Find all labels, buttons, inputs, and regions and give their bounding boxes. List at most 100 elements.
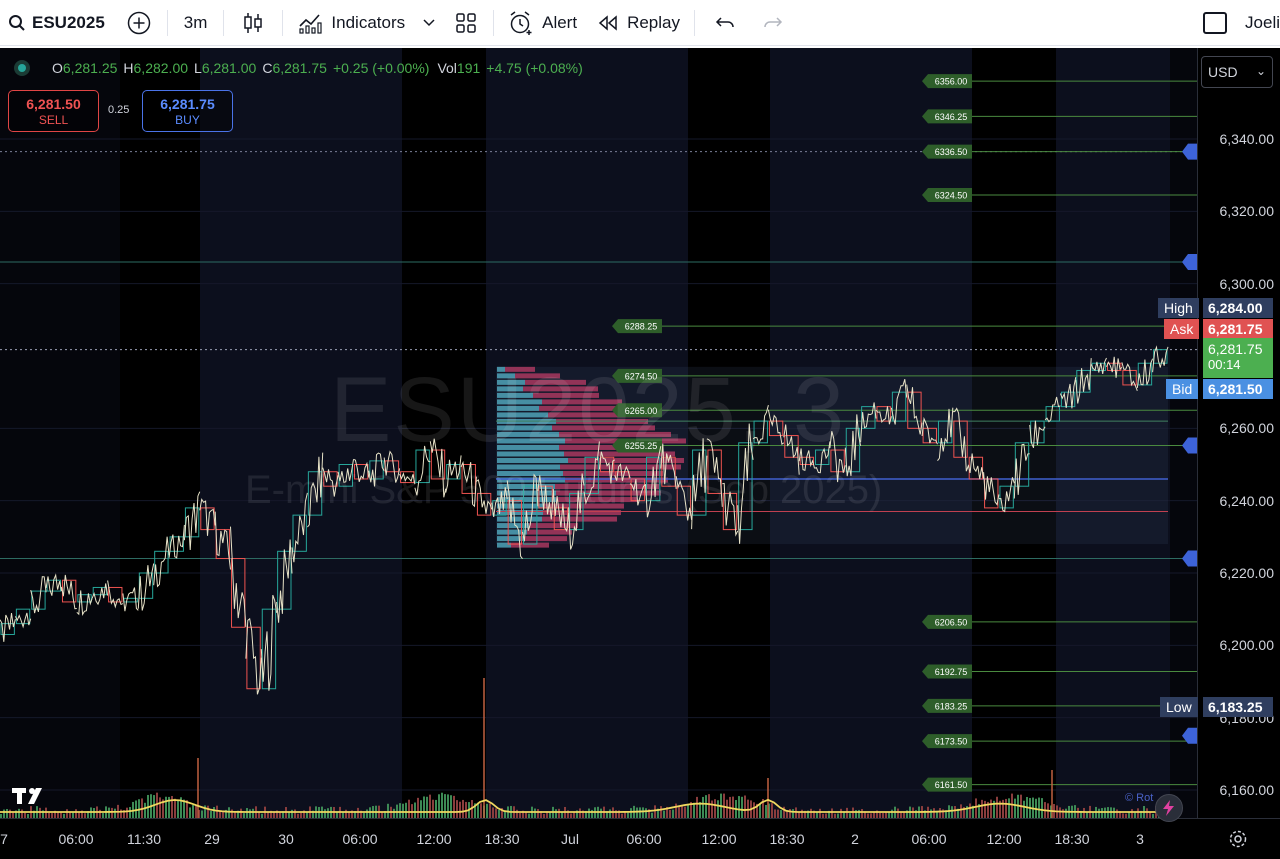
- candle-box: [507, 500, 523, 545]
- volume-bar: [1005, 798, 1007, 818]
- tradingview-logo-icon[interactable]: [12, 786, 50, 806]
- layout-toggle-checkbox[interactable]: [1203, 12, 1228, 34]
- volume-bar: [945, 810, 947, 818]
- volume-bar: [996, 796, 998, 818]
- candle-box: [476, 492, 492, 516]
- volume-bar: [216, 805, 218, 818]
- profile-bar-sell: [544, 503, 624, 509]
- level-badge: [612, 319, 662, 334]
- volume-bar: [855, 810, 857, 818]
- profile-bar-sell: [559, 431, 671, 437]
- volume-bar: [813, 810, 815, 818]
- volume-bar: [840, 808, 842, 818]
- candle-box: [676, 485, 692, 516]
- level-label: 6192.75: [935, 667, 968, 677]
- chart-panel[interactable]: 6356.00 6346.25 6336.50 6324.50 6288.25 6274.…: [0, 48, 1280, 859]
- volume-bar: [723, 793, 725, 818]
- volume-bar: [294, 809, 296, 818]
- price-trace: [998, 477, 1015, 513]
- price-axis[interactable]: 6,340.00 6,320.00 6,300.00 6,260.00 6,240.00…: [1197, 48, 1280, 818]
- indicators-chart-icon: [299, 13, 323, 34]
- price-trace: [937, 407, 954, 462]
- volume-bar: [462, 799, 464, 818]
- toolbar-divider: [694, 9, 695, 36]
- volume-bar: [498, 809, 500, 818]
- replay-button[interactable]: Replay: [587, 0, 690, 46]
- volume-bar: [960, 804, 962, 818]
- volume-bar: [75, 809, 77, 818]
- volume-bar: [243, 813, 245, 818]
- volume-bar: [519, 813, 521, 818]
- volume-bar: [741, 796, 743, 818]
- volume-bar: [942, 809, 944, 818]
- low-key: L: [194, 60, 202, 76]
- toolbar-divider: [166, 9, 168, 36]
- volume-bar: [765, 805, 767, 818]
- volume-bar: [708, 794, 710, 818]
- price-trace: [921, 416, 938, 445]
- level-badge: [922, 109, 972, 124]
- price-trace: [0, 613, 16, 642]
- alert-button[interactable]: Alert: [498, 0, 587, 46]
- volume-bar: [732, 796, 734, 818]
- candle-box: [876, 406, 891, 422]
- profile-bar-sell: [568, 457, 684, 463]
- chart-type-button[interactable]: [228, 0, 278, 46]
- profile-bar-buy: [497, 516, 542, 522]
- volume-bar: [252, 808, 254, 818]
- volume-bar: [81, 810, 83, 818]
- volume-bar: [678, 807, 680, 818]
- market-status-icon[interactable]: [14, 60, 30, 76]
- volume-bar: [972, 805, 974, 818]
- sell-button[interactable]: 6,281.50 SELL: [8, 90, 99, 132]
- indicators-dropdown[interactable]: [415, 0, 443, 46]
- compare-symbol-button[interactable]: [115, 0, 163, 46]
- spread-value: 0.25: [108, 104, 130, 116]
- time-axis[interactable]: 7 06:00 11:30 29 30 06:00 12:00 18:30 Jul 06:00 12…: [0, 818, 1280, 859]
- redo-button[interactable]: [751, 0, 795, 46]
- price-chart[interactable]: 6356.00 6346.25 6336.50 6324.50 6288.25 6274.…: [0, 48, 1197, 818]
- profile-bar-buy: [497, 503, 544, 509]
- price-trace: [337, 459, 354, 483]
- volume-bar: [618, 810, 620, 818]
- volume-bar: [1134, 812, 1136, 818]
- price-trace: [460, 460, 477, 508]
- interval-button[interactable]: 3m: [172, 0, 220, 46]
- price-tick-label: 6,240.00: [1219, 492, 1275, 509]
- volume-bar: [183, 799, 185, 818]
- settings-gear-icon[interactable]: [1228, 829, 1248, 849]
- volume-bar: [459, 801, 461, 818]
- volume-bar: [51, 813, 53, 818]
- volume-bar: [48, 812, 50, 818]
- volume-bar: [126, 807, 128, 818]
- user-name[interactable]: Joeli: [1245, 13, 1280, 32]
- volume-bar: [171, 795, 173, 818]
- indicators-button[interactable]: Indicators: [287, 0, 415, 46]
- volume-bar: [993, 800, 995, 818]
- alert-marker: [1182, 253, 1197, 270]
- undo-button[interactable]: [699, 0, 751, 46]
- volume-bar: [858, 809, 860, 818]
- buy-button[interactable]: 6,281.75 BUY: [142, 90, 233, 132]
- volume-bar: [888, 811, 890, 818]
- alert-label: Alert: [542, 12, 578, 32]
- volume-bar: [645, 808, 647, 818]
- volume-bar: [336, 811, 338, 818]
- time-tick-label: 06:00: [911, 831, 947, 847]
- volume-bar: [198, 809, 200, 818]
- volume-bar: [1002, 799, 1004, 818]
- profile-bar-buy: [497, 431, 559, 437]
- symbol-search[interactable]: ESU2025: [0, 0, 115, 46]
- volume-bar: [15, 810, 17, 818]
- layouts-button[interactable]: [443, 0, 489, 46]
- volume-bar: [267, 811, 269, 818]
- price-trace: [230, 526, 247, 627]
- time-tick-label: 2: [851, 831, 859, 847]
- volume-bar: [249, 809, 251, 818]
- volume-bar: [963, 806, 965, 818]
- price-trace: [952, 407, 969, 472]
- lightning-bolt-icon[interactable]: [1155, 794, 1183, 822]
- candle-box: [1153, 349, 1168, 364]
- currency-select[interactable]: USD ⌄: [1201, 56, 1273, 88]
- volume-bar: [456, 800, 458, 818]
